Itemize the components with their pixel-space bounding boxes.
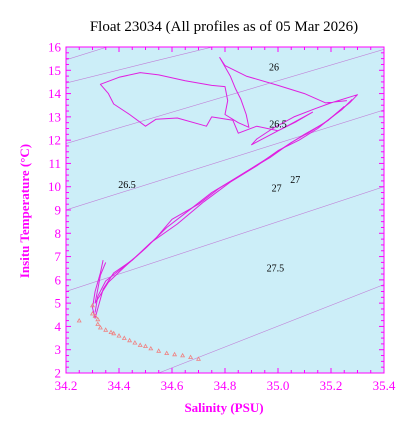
isopycnal-line-1 [66,47,214,84]
deep-point-0 [76,317,82,323]
deep-point-21 [188,354,194,359]
isopycnal-label-5: 27.5 [267,264,285,275]
deep-point-5 [95,321,101,326]
deep-point-1 [90,302,95,308]
y-tick-label-6: 8 [55,226,62,241]
x-tick-label-6: 35.4 [373,378,396,393]
deep-point-16 [148,346,154,351]
deep-point-17 [156,348,162,353]
isopycnal-layer [66,47,384,373]
y-tick-label-13: 15 [48,63,61,78]
isopycnal-label-4: 27 [272,183,282,194]
deep-point-12 [127,337,133,343]
y-tick-label-0: 2 [55,366,62,381]
x-tick-label-0: 34.2 [55,378,78,393]
plot-area [66,47,384,373]
x-tick-label-3: 34.8 [214,378,237,393]
deep-point-11 [121,335,127,340]
deep-point-6 [97,324,103,330]
deep-point-4 [95,316,101,322]
chart-title: Float 23034 (All profiles as of 05 Mar 2… [90,19,358,35]
isopycnal-line-2 [66,49,384,144]
y-tick-label-2: 4 [55,319,62,334]
isopycnal-label-layer: 26 26.5 26.5 27 27 27.5 [118,62,300,274]
isopycnal-label-0: 26 [269,62,279,73]
deep-point-10 [116,333,122,338]
isopycnal-line-5 [158,284,384,373]
x-tick-label-4: 35.0 [267,378,290,393]
isopycnal-label-3: 27 [290,175,300,186]
tick-layer: 34.2 34.4 34.6 34.8 35.0 35.2 35.4 2 3 4 5 6 7 8 9 10 11… [48,40,396,394]
deep-point-3 [92,313,98,318]
y-tick-label-12: 14 [48,86,62,101]
y-tick-label-14: 16 [48,40,62,55]
deep-point-18 [164,350,170,355]
x-tick-label-1: 34.4 [108,378,131,393]
profile-line-0 [92,57,358,319]
y-tick-label-1: 3 [55,342,62,357]
deep-point-8 [108,329,114,334]
y-tick-label-7: 9 [55,203,62,218]
isopycnal-label-2: 26.5 [118,180,136,191]
y-tick-label-3: 5 [55,296,62,311]
isopycnal-line-3 [66,109,384,211]
deep-point-14 [137,342,143,347]
deep-point-13 [132,340,138,345]
deep-point-15 [143,343,148,348]
y-tick-label-8: 10 [48,179,61,194]
y-tick-label-9: 11 [48,156,61,171]
deep-point-2 [90,310,95,316]
profile-layer [76,57,358,361]
y-tick-label-5: 7 [55,249,62,264]
isopycnal-line-4 [66,186,384,292]
deep-point-22 [196,356,201,361]
x-tick-label-5: 35.2 [320,378,343,393]
deep-point-19 [172,351,178,357]
deep-point-9 [111,330,117,336]
y-tick-label-4: 6 [55,272,62,287]
x-tick-label-2: 34.6 [161,378,184,393]
deep-point-7 [103,327,109,332]
profile-line-2 [94,106,345,313]
y-axis-label: Insitu Temperature (°C) [17,144,32,278]
y-tick-label-10: 12 [48,133,61,148]
isopycnal-label-1: 26.5 [269,119,287,130]
y-tick-label-11: 13 [48,109,61,124]
profile-line-1 [94,99,353,304]
deep-point-20 [180,352,186,358]
x-axis-label: Salinity (PSU) [184,400,263,415]
